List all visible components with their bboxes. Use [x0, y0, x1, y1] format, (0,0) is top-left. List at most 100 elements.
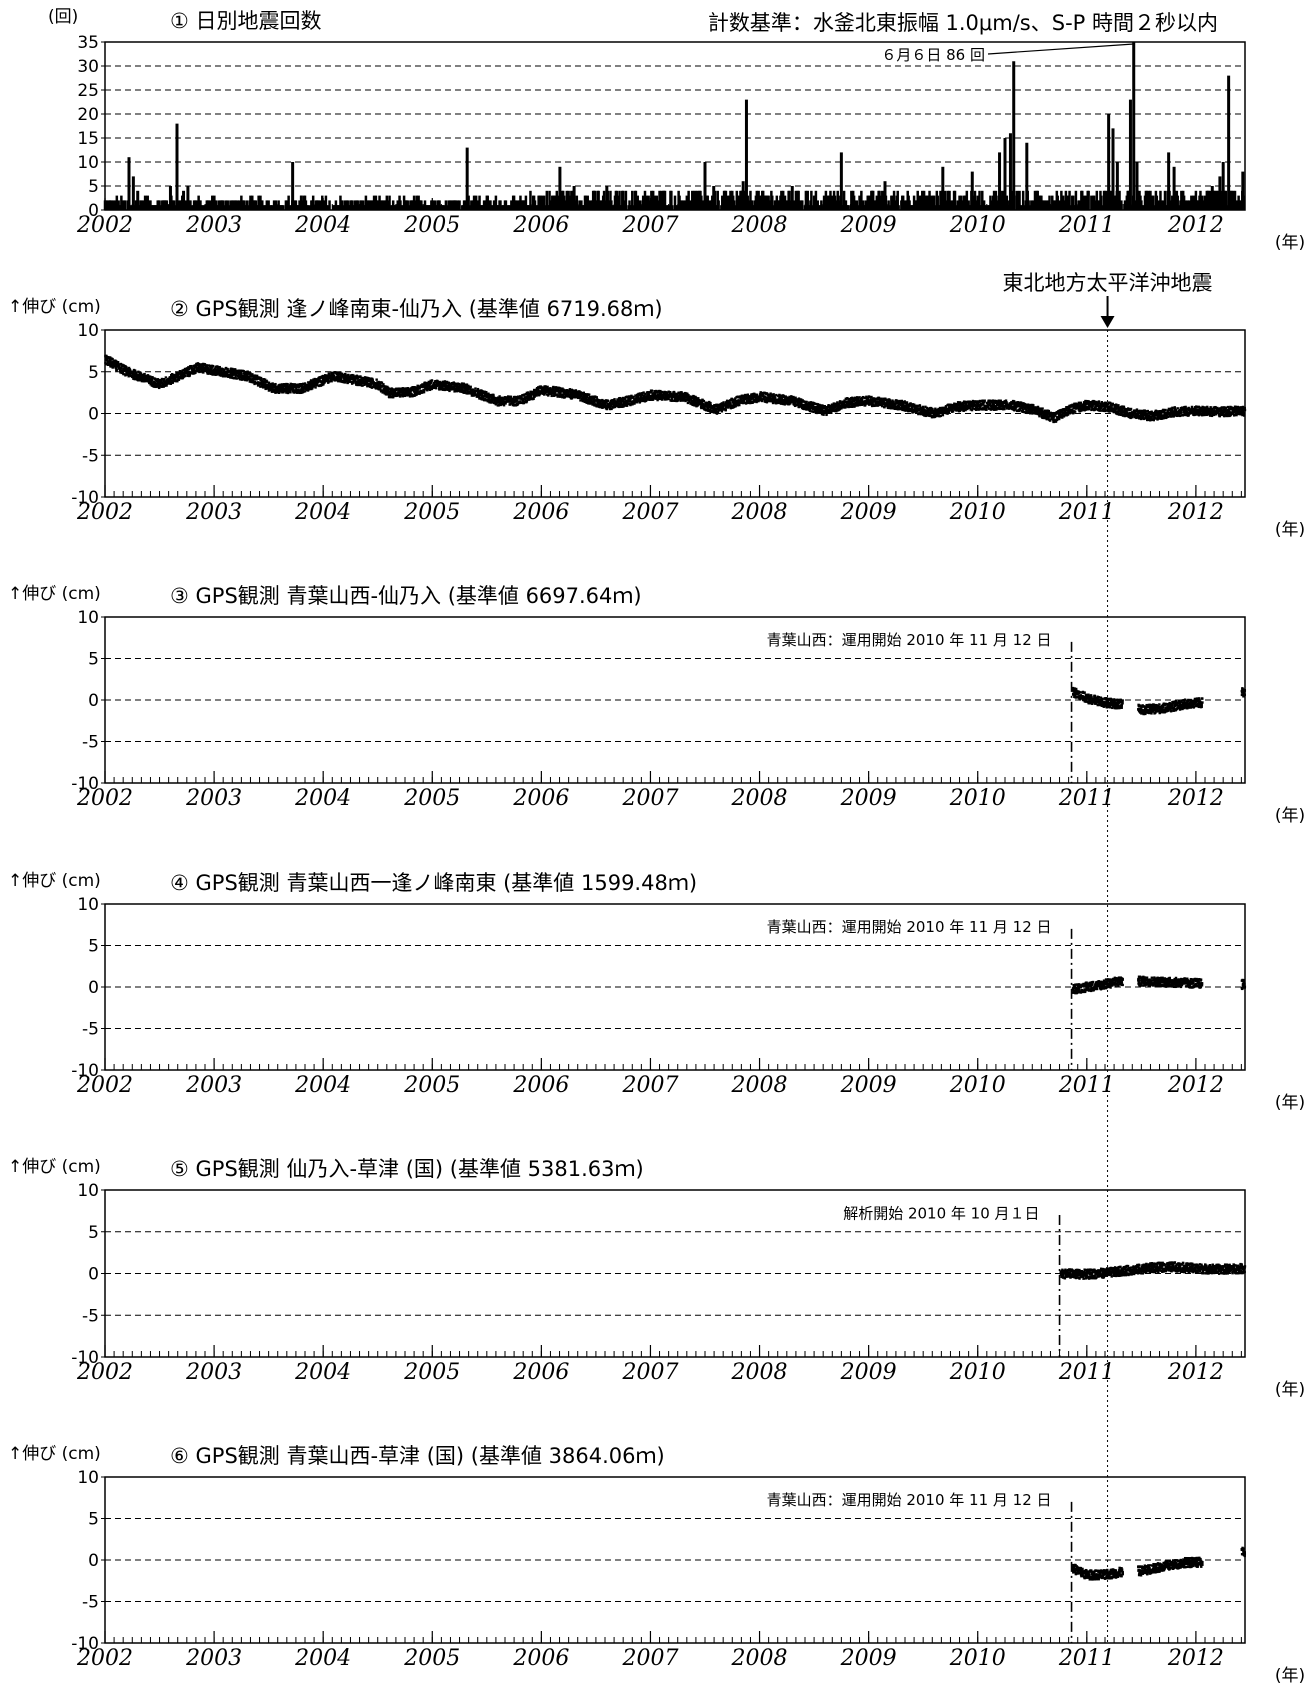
data-point: [332, 374, 336, 378]
data-point: [253, 380, 257, 384]
data-point: [466, 387, 470, 391]
y-tick-label: 10: [77, 153, 99, 173]
data-point: [381, 385, 384, 388]
data-point: [690, 397, 694, 400]
data-point: [143, 373, 146, 376]
data-point: [412, 390, 416, 393]
y-tick-label: 15: [77, 129, 99, 149]
data-point: [511, 402, 515, 406]
data-point: [263, 385, 267, 388]
data-point: [188, 374, 191, 377]
data-point: [524, 393, 527, 396]
data-point: [590, 400, 593, 404]
data-point: [203, 369, 207, 372]
data-point: [670, 397, 673, 400]
data-point: [132, 372, 135, 375]
data-point: [272, 390, 276, 393]
data-point: [611, 399, 614, 402]
plot-frame: [104, 41, 1246, 211]
data-point: [234, 374, 238, 377]
data-point: [721, 404, 725, 408]
data-point: [264, 380, 267, 383]
data-point: [237, 373, 241, 376]
data-point: [226, 367, 229, 371]
data-point: [382, 383, 385, 386]
data-point: [499, 400, 503, 403]
data-point: [387, 392, 390, 396]
data-point: [142, 375, 145, 378]
data-point: [316, 384, 319, 387]
data-point: [190, 371, 193, 374]
data-point: [667, 390, 670, 393]
data-point: [581, 396, 585, 399]
data-point: [624, 402, 628, 406]
data-point: [405, 393, 408, 396]
chart-panel-1: 0 5 10 15 20 25 30 35 2002 2003 2004 2005 2006 2007 20…: [48, 7, 1305, 253]
data-point: [650, 389, 654, 392]
data-point: [713, 411, 716, 414]
data-point: [352, 374, 355, 377]
data-point: [222, 370, 225, 374]
data-point: [370, 380, 374, 384]
data-point: [186, 370, 189, 373]
data-point: [460, 386, 463, 389]
data-point: [208, 369, 212, 373]
data-point: [351, 381, 355, 384]
data-point: [162, 380, 166, 383]
x-tick-label: 2008: [731, 213, 788, 238]
data-point: [343, 381, 347, 384]
data-point: [520, 395, 523, 399]
data-point: [456, 382, 460, 385]
data-point: [308, 387, 312, 391]
data-point: [521, 400, 525, 403]
data-point: [688, 399, 691, 403]
data-point: [708, 408, 712, 411]
data-point: [465, 383, 469, 386]
data-point: [574, 389, 578, 392]
data-point: [727, 400, 731, 403]
data-point: [376, 381, 379, 384]
data-point: [480, 395, 484, 398]
data-point: [720, 408, 724, 411]
data-point: [537, 390, 541, 393]
y-tick-label: 5: [88, 177, 99, 197]
data-point: [149, 375, 152, 378]
data-point: [277, 385, 281, 388]
data-point: [371, 377, 374, 381]
data-point: [668, 395, 671, 398]
data-point: [216, 373, 219, 376]
data-point: [462, 383, 465, 387]
data-point: [196, 367, 200, 370]
data-point: [217, 371, 221, 375]
data-point: [731, 398, 734, 402]
data-point: [509, 399, 512, 402]
data-point: [427, 380, 430, 384]
data-point: [142, 376, 145, 380]
data-point: [235, 377, 238, 380]
data-point: [180, 372, 183, 376]
data-point: [554, 391, 557, 395]
data-point: [243, 377, 247, 380]
data-point: [541, 388, 545, 391]
data-point: [377, 380, 380, 384]
data-point: [275, 388, 278, 391]
data-point: [669, 392, 673, 396]
data-point: [535, 390, 539, 393]
data-point: [529, 395, 533, 398]
data-point: [444, 382, 448, 385]
data-point: [151, 376, 154, 379]
data-point: [325, 375, 329, 379]
data-point: [184, 374, 187, 378]
data-point: [464, 385, 468, 389]
x-tick-label: 2005: [403, 213, 460, 238]
data-point: [681, 395, 685, 399]
data-point: [424, 384, 428, 387]
data-point: [189, 371, 192, 375]
data-point: [504, 402, 507, 405]
x-tick-label: 2011: [1058, 500, 1115, 525]
data-point: [228, 370, 232, 373]
data-point: [724, 406, 728, 409]
data-point: [608, 407, 612, 411]
data-point: [716, 410, 720, 414]
data-point: [723, 404, 726, 407]
